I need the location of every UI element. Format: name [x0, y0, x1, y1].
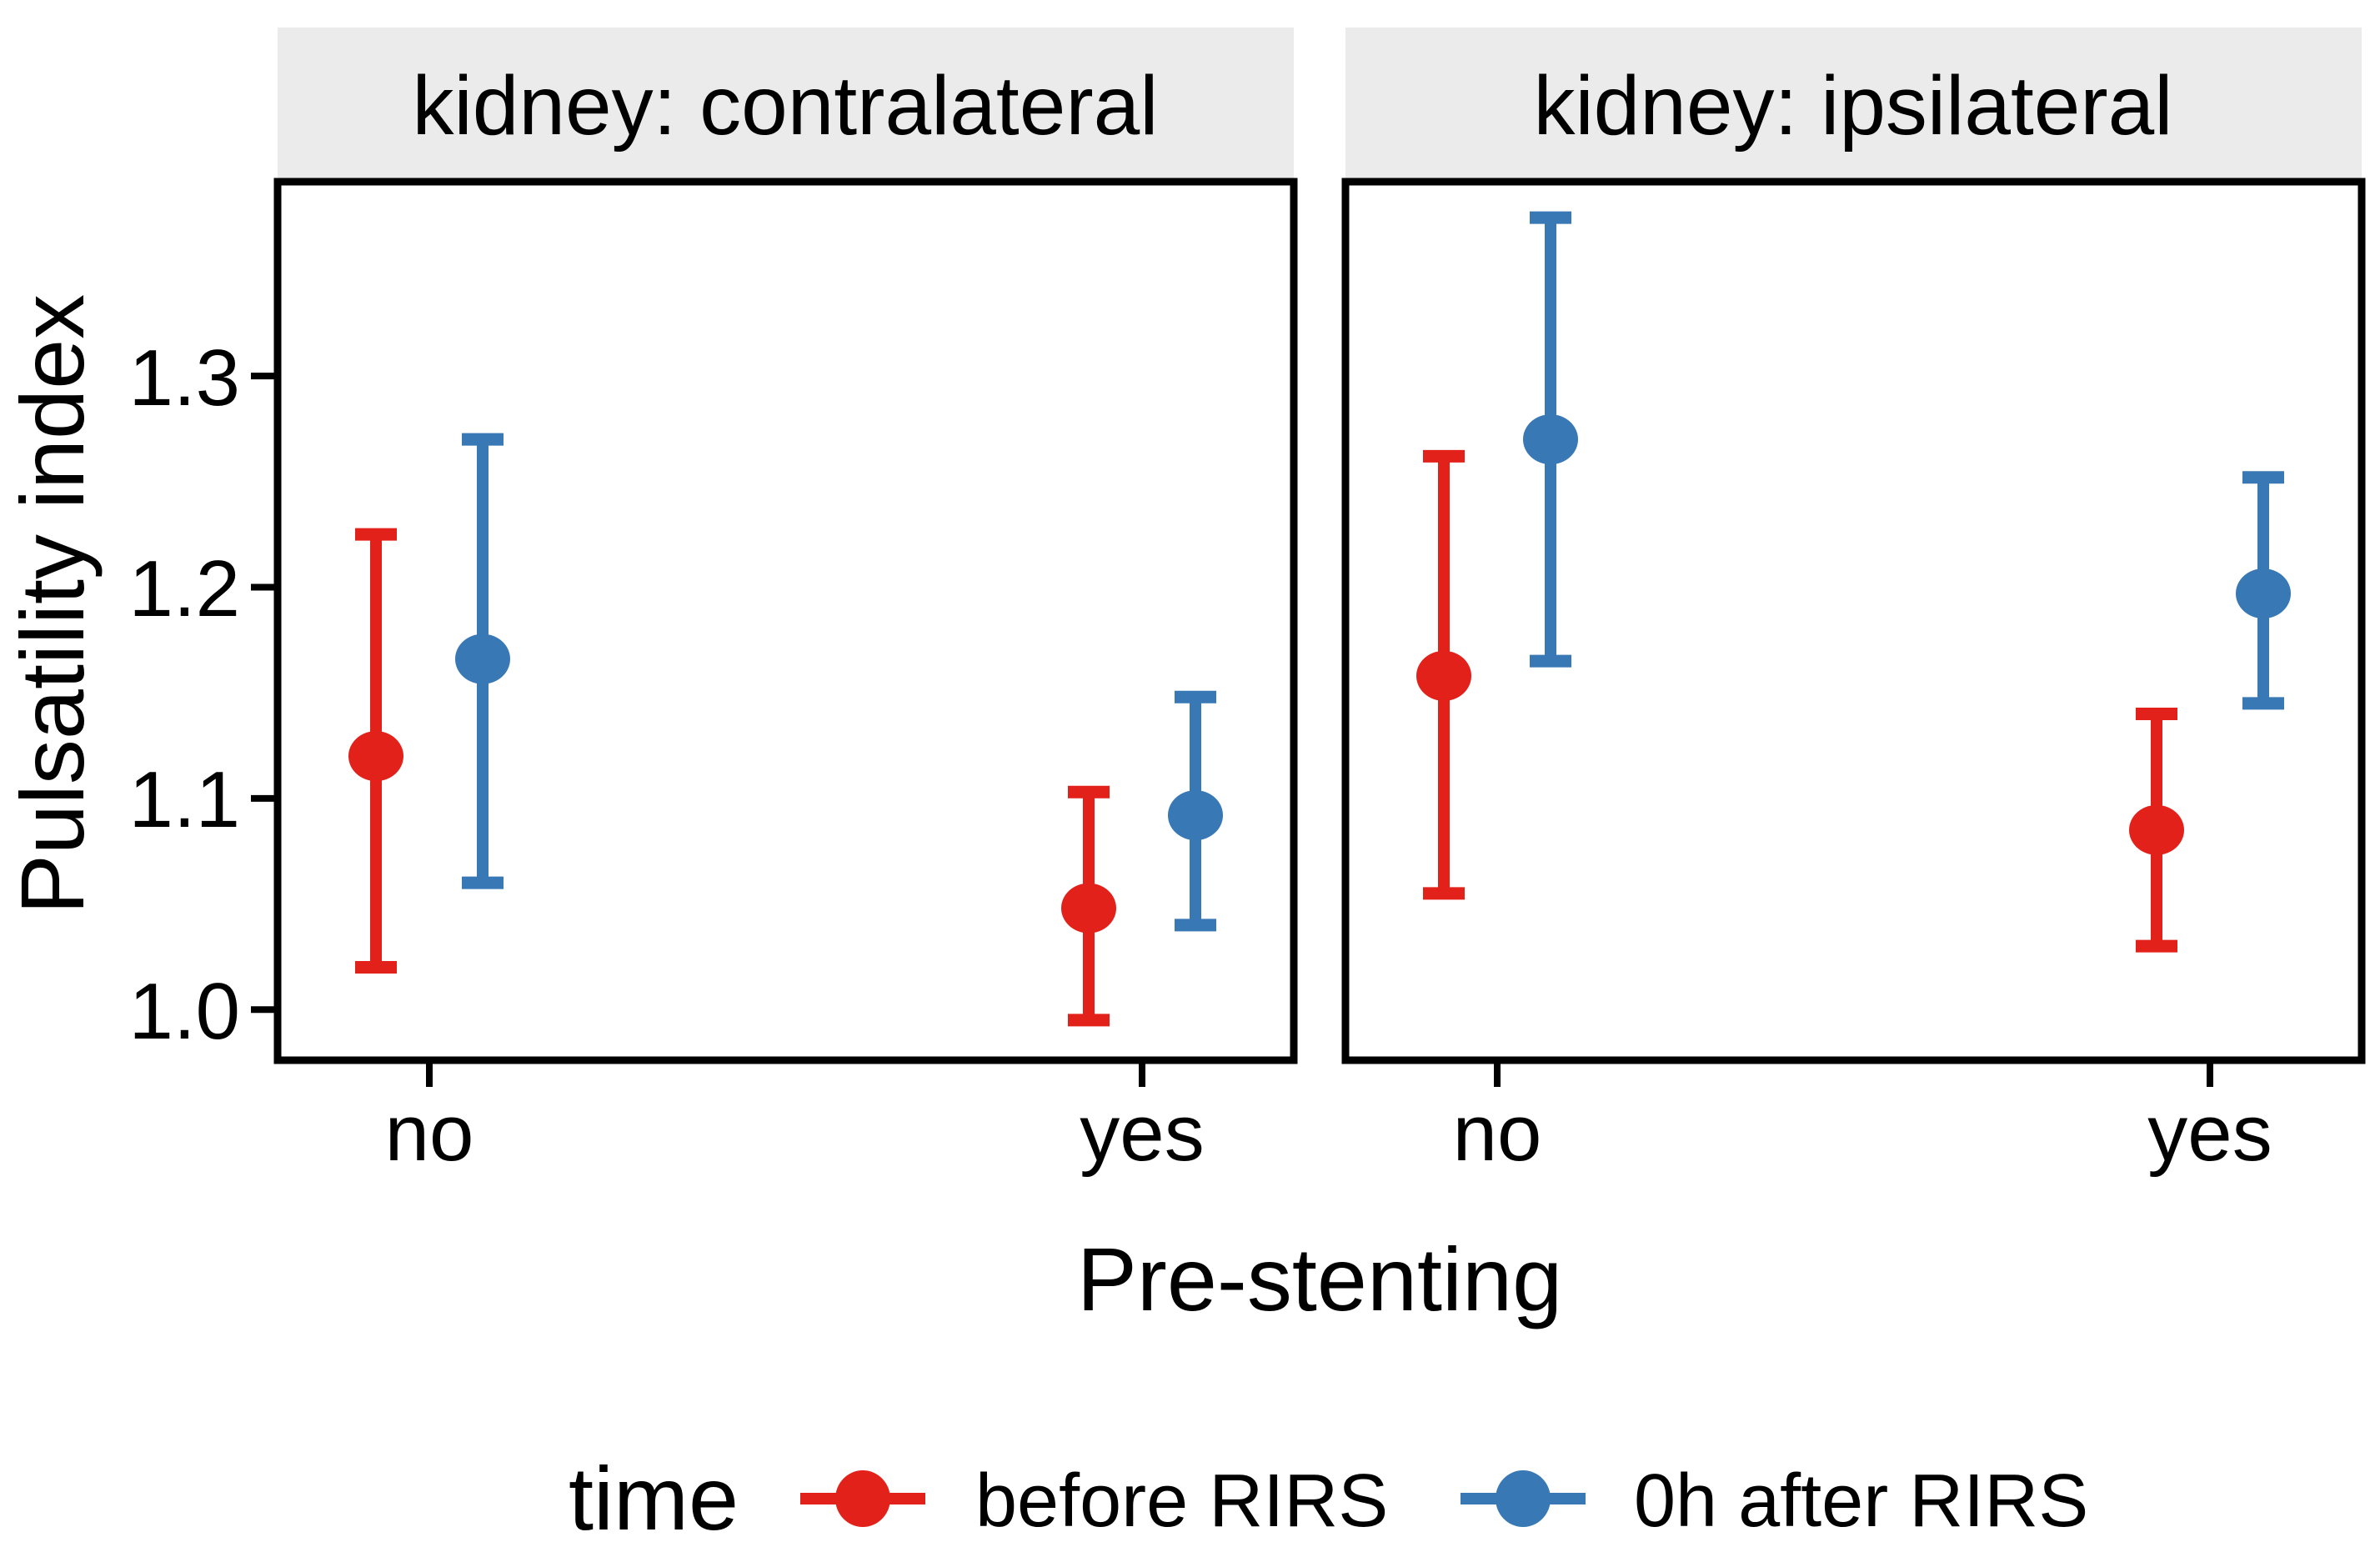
x-axis-title: Pre-stenting	[1077, 1229, 1562, 1329]
pointrange-ipsilateral-yes-0h-after-rirs-point	[2236, 568, 2291, 619]
x-tick-label-panel1-no: no	[385, 1089, 474, 1178]
pointrange-contralateral-yes-0h-after-rirs-point	[1168, 790, 1223, 841]
legend-title: time	[569, 1448, 739, 1549]
pointrange-ipsilateral-yes-before-rirs-point	[2129, 804, 2184, 855]
facet-strip-ipsilateral	[1345, 28, 2362, 182]
legend-label-0h-after-rirs: 0h after RIRS	[1634, 1459, 2088, 1543]
chart-shapes	[251, 28, 2366, 1527]
pointrange-contralateral-yes-before-rirs-point	[1061, 883, 1116, 934]
x-tick-label-panel2-no: no	[1453, 1089, 1542, 1178]
facet-strip-label-ipsilateral: kidney: ipsilateral	[1533, 59, 2172, 153]
panel-border-contralateral	[273, 178, 1298, 1064]
y-tick-label-1.3: 1.3	[129, 333, 240, 423]
legend-key-point-0h-after-rirs	[1496, 1470, 1551, 1527]
pointrange-ipsilateral-no-0h-after-rirs-point	[1523, 414, 1578, 465]
y-tick-label-1.2: 1.2	[129, 544, 240, 633]
y-axis-title: Pulsatility index	[2, 294, 103, 914]
pointrange-ipsilateral-no-before-rirs-point	[1416, 650, 1471, 701]
pointrange-contralateral-no-0h-after-rirs-point	[455, 633, 510, 684]
y-tick-label-1.1: 1.1	[129, 755, 240, 844]
legend-key-point-before-rirs	[835, 1470, 890, 1527]
pointrange-contralateral-no-before-rirs-point	[348, 731, 403, 782]
legend-label-before-rirs: before RIRS	[975, 1459, 1388, 1543]
x-tick-label-panel2-yes: yes	[2147, 1089, 2272, 1178]
x-tick-label-panel1-yes: yes	[1080, 1089, 1204, 1178]
y-tick-label-1.0: 1.0	[129, 967, 240, 1056]
facet-strip-contralateral	[278, 28, 1294, 182]
facet-strip-label-contralateral: kidney: contralateral	[413, 59, 1159, 153]
panel-border-ipsilateral	[1341, 178, 2366, 1064]
